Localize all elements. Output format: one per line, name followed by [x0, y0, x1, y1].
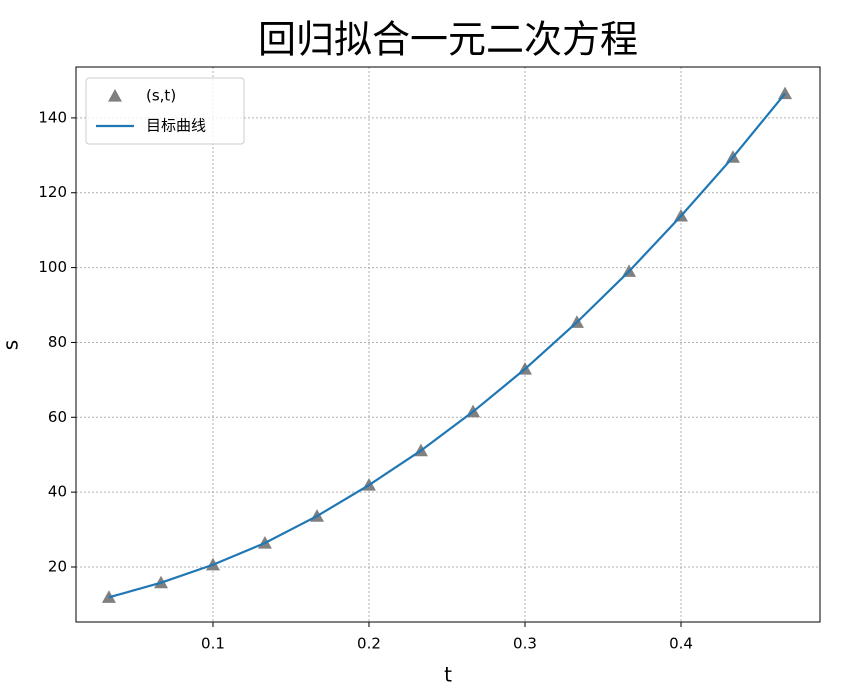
plot-frame — [75, 66, 821, 623]
x-tick-label: 0.4 — [669, 635, 693, 653]
x-tick-label: 0.1 — [201, 635, 225, 653]
x-tick-label: 0.3 — [513, 635, 537, 653]
y-tick-label: 140 — [38, 108, 67, 126]
legend-box — [85, 77, 245, 145]
chart-title: 回归拟合一元二次方程 — [258, 18, 638, 62]
line — [108, 92, 786, 599]
y-tick-label: 20 — [48, 557, 67, 575]
y-axis-label: s — [0, 340, 23, 350]
y-tick-label: 120 — [38, 183, 67, 201]
y-tick-label: 40 — [48, 483, 67, 501]
y-tick-label: 100 — [38, 258, 67, 276]
x-axis-label: t — [444, 663, 452, 687]
legend-label: 目标曲线 — [146, 117, 206, 135]
y-tick-label: 60 — [48, 408, 67, 426]
legend-marker — [108, 89, 122, 102]
y-tick-label: 80 — [48, 333, 67, 351]
legend-label: (s,t) — [146, 87, 176, 105]
marker — [778, 86, 793, 100]
x-tick-label: 0.2 — [357, 635, 381, 653]
